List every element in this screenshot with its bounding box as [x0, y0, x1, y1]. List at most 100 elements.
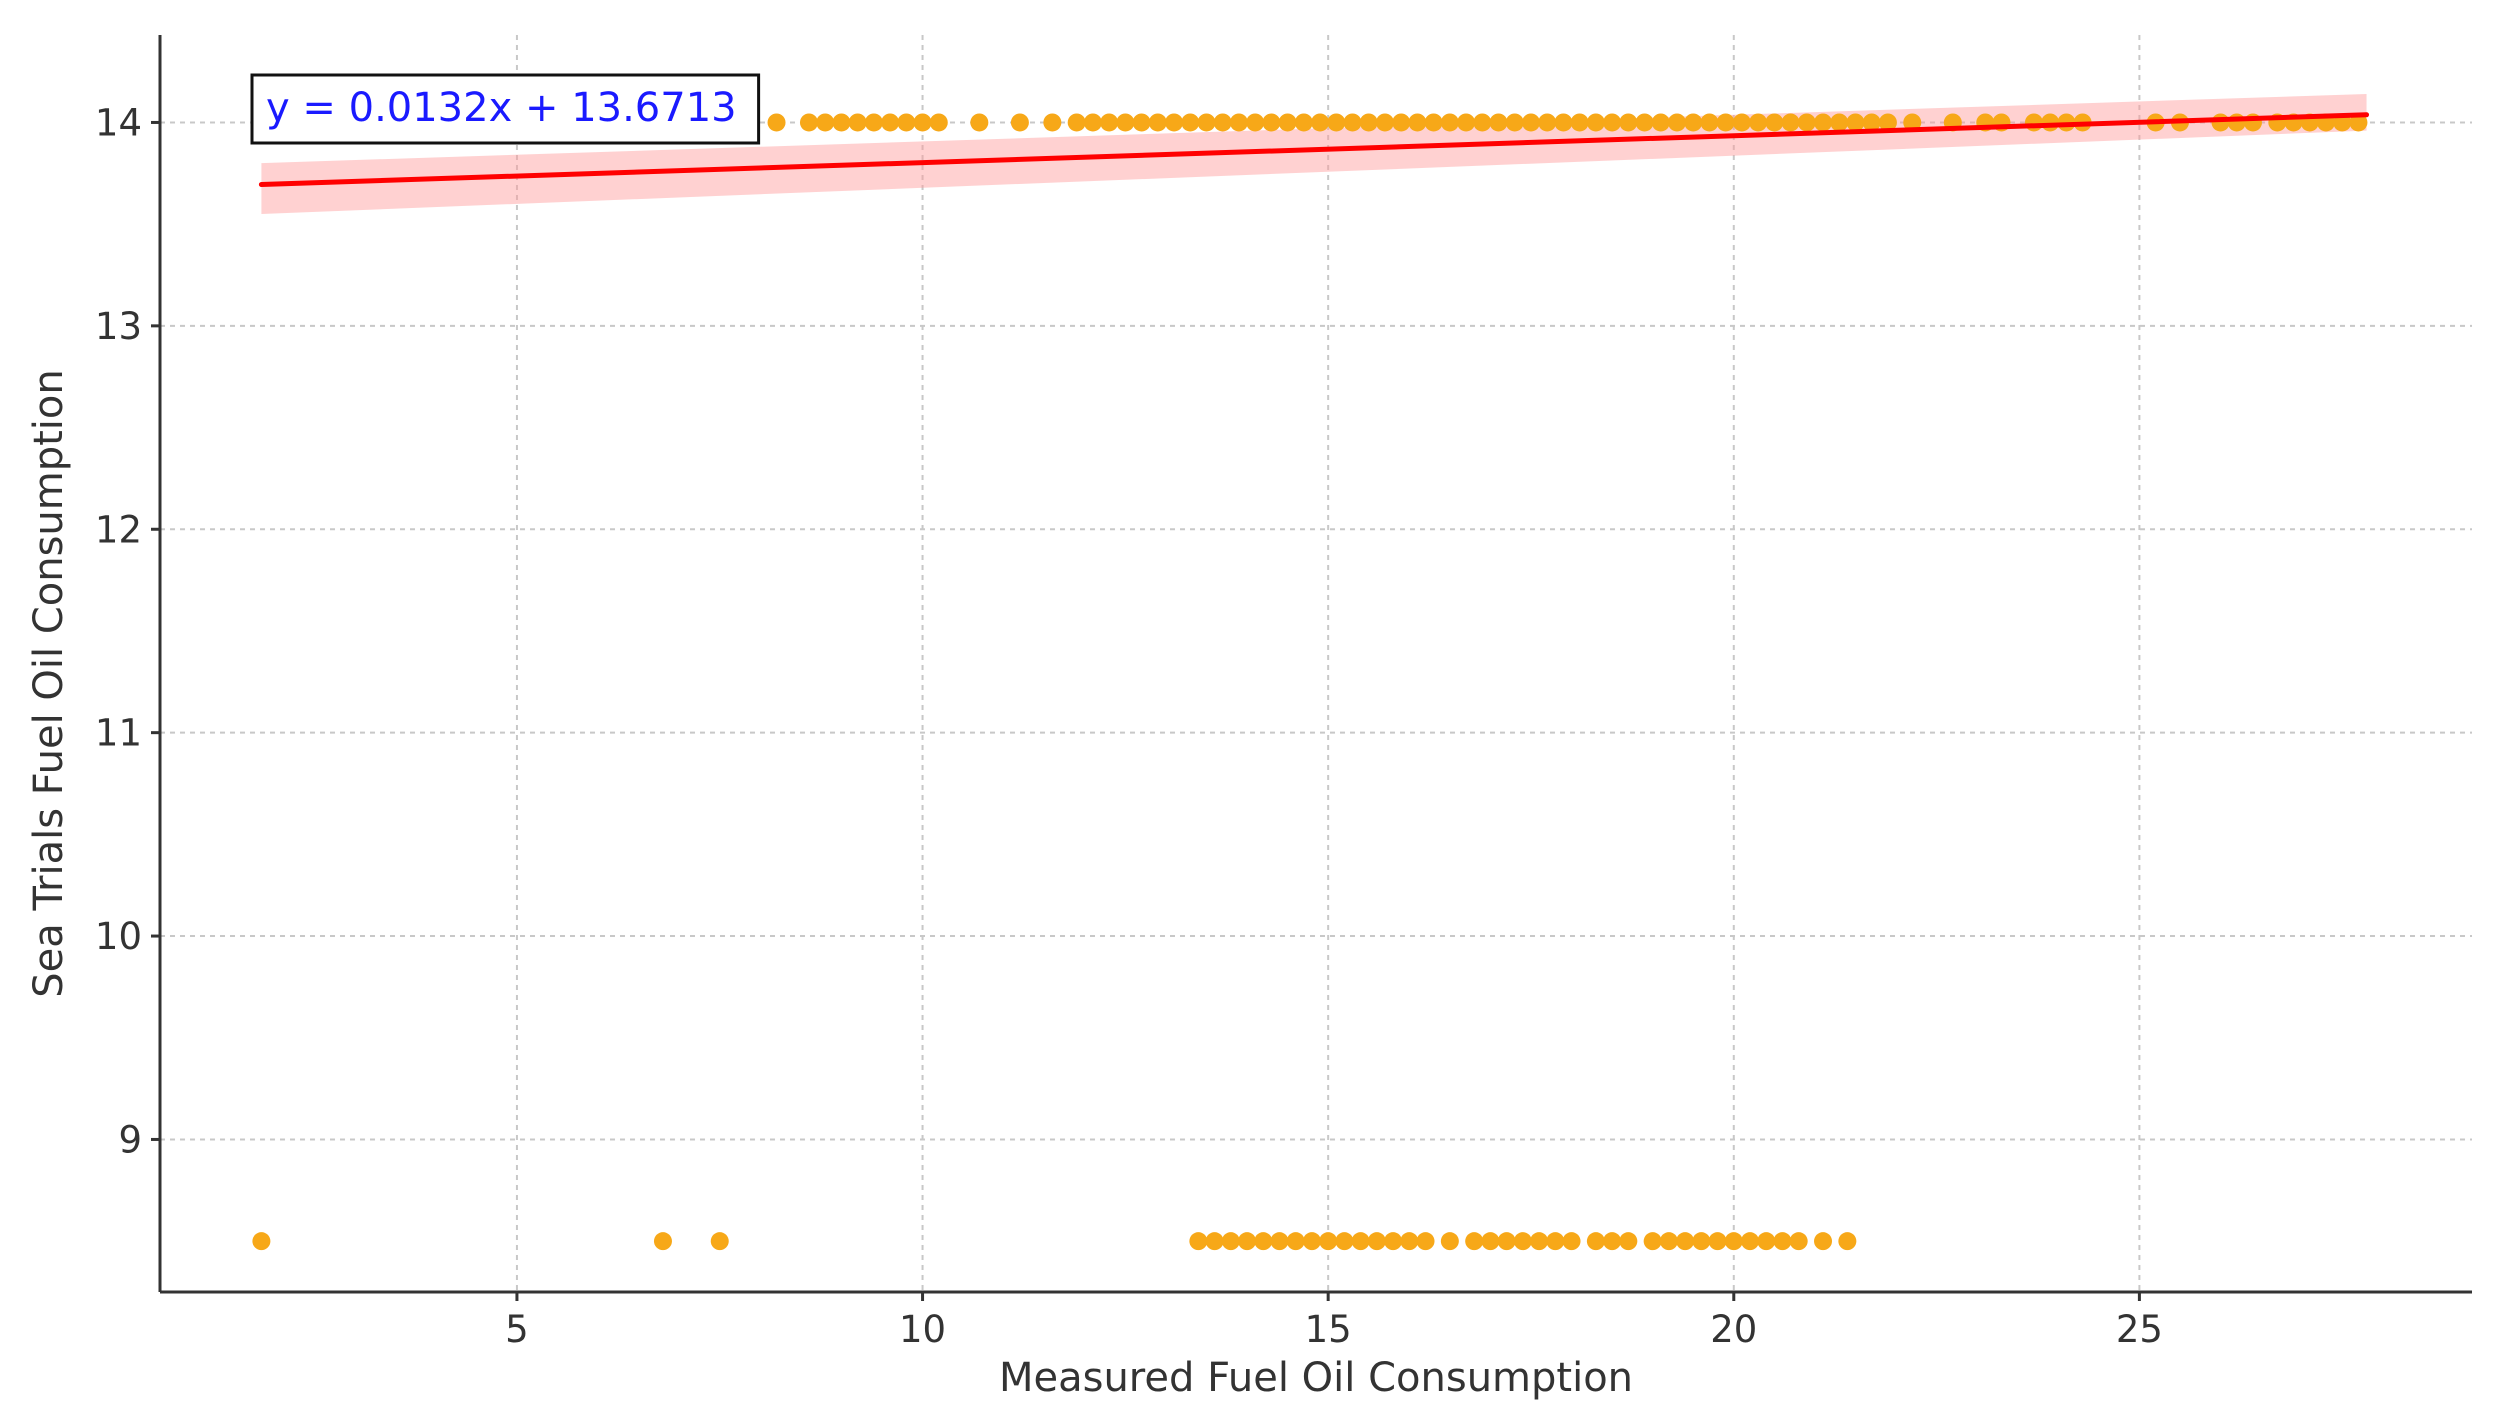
data-point: [1546, 1232, 1565, 1251]
data-point: [1440, 1232, 1459, 1251]
data-point: [1424, 113, 1443, 132]
data-point: [2024, 113, 2043, 132]
x-axis-ticks: 5 10 15 20 25: [505, 1292, 2163, 1351]
data-point: [767, 113, 786, 132]
y-tick-label: 14: [95, 101, 142, 144]
data-point: [1513, 1232, 1532, 1251]
data-point: [1489, 113, 1508, 132]
data-point: [1530, 1232, 1549, 1251]
data-point: [1165, 113, 1184, 132]
data-point: [1684, 113, 1703, 132]
data-point: [1570, 113, 1589, 132]
data-point: [816, 113, 835, 132]
data-point: [1814, 113, 1833, 132]
data-point: [1765, 113, 1784, 132]
data-point: [1521, 113, 1540, 132]
data-point: [1781, 113, 1800, 132]
data-point: [1497, 1232, 1516, 1251]
data-point: [1335, 1232, 1354, 1251]
y-tick-label: 9: [118, 1118, 142, 1161]
data-point: [799, 113, 818, 132]
x-tick-label: 15: [1305, 1308, 1352, 1351]
data-point: [1708, 1232, 1727, 1251]
data-point: [1278, 113, 1297, 132]
data-point: [1221, 1232, 1240, 1251]
data-point: [1473, 113, 1492, 132]
data-point: [1457, 113, 1476, 132]
equation-box: [250, 73, 761, 145]
data-point: [832, 113, 851, 132]
x-tick-label: 25: [2116, 1308, 2163, 1351]
data-point: [1757, 1232, 1776, 1251]
data-point: [1741, 1232, 1760, 1251]
data-point: [1246, 113, 1265, 132]
y-tick-label: 10: [95, 915, 142, 958]
data-point: [1732, 113, 1751, 132]
data-point: [2227, 113, 2246, 132]
data-point: [1797, 113, 1816, 132]
data-point: [1384, 1232, 1403, 1251]
data-point: [1043, 113, 1062, 132]
data-points: [252, 113, 2368, 1251]
data-point: [1302, 1232, 1321, 1251]
data-point: [1749, 113, 1768, 132]
data-point: [1148, 113, 1167, 132]
data-point: [1481, 1232, 1500, 1251]
regression-layer: [258, 112, 2370, 187]
regression-line: [258, 112, 2370, 187]
data-point: [1554, 113, 1573, 132]
data-point: [1635, 113, 1654, 132]
data-point: [1773, 1232, 1792, 1251]
data-point: [1903, 113, 1922, 132]
data-point: [1286, 1232, 1305, 1251]
data-point: [1878, 113, 1897, 132]
data-point: [1562, 1232, 1581, 1251]
data-point: [1319, 1232, 1338, 1251]
data-point: [1416, 1232, 1435, 1251]
data-point: [1716, 113, 1735, 132]
data-point: [1538, 113, 1557, 132]
data-point: [1846, 113, 1865, 132]
data-point: [1700, 113, 1719, 132]
y-axis-ticks: 9 10 11 12 13 14: [95, 101, 160, 1161]
axes: [158, 35, 2472, 1294]
y-axis-title: Sea Trials Fuel Oil Consumption: [26, 369, 72, 997]
data-point: [1067, 113, 1086, 132]
data-point: [1643, 1232, 1662, 1251]
equation-text: y = 0.0132x + 13.6713: [266, 85, 737, 131]
x-tick-label: 10: [899, 1308, 946, 1351]
equation-annotation: y = 0.0132x + 13.6713: [250, 73, 761, 145]
data-point: [1254, 1232, 1273, 1251]
data-point: [1676, 1232, 1695, 1251]
data-point: [1311, 113, 1330, 132]
data-point: [1862, 113, 1881, 132]
data-point: [1586, 1232, 1605, 1251]
data-point: [881, 113, 900, 132]
x-tick-label: 5: [505, 1308, 529, 1351]
data-point: [897, 113, 916, 132]
data-point: [1189, 1232, 1208, 1251]
data-point: [1440, 113, 1459, 132]
data-point: [864, 113, 883, 132]
data-point: [1359, 113, 1378, 132]
data-point: [1651, 113, 1670, 132]
data-point: [710, 1232, 729, 1251]
data-point: [1789, 1232, 1808, 1251]
data-point: [1619, 113, 1638, 132]
data-point: [1603, 1232, 1622, 1251]
data-point: [1505, 113, 1524, 132]
data-point: [1375, 113, 1394, 132]
data-point: [1838, 1232, 1857, 1251]
data-point: [1197, 113, 1216, 132]
x-axis-title: Measured Fuel Oil Consumption: [999, 1355, 1633, 1401]
data-point: [1814, 1232, 1833, 1251]
data-point: [1010, 113, 1029, 132]
data-point: [1294, 113, 1313, 132]
grid: [160, 35, 2472, 1292]
y-tick-label: 13: [95, 305, 142, 348]
data-point: [2041, 113, 2060, 132]
data-point: [1083, 113, 1102, 132]
data-point: [1692, 1232, 1711, 1251]
data-point: [1667, 113, 1686, 132]
